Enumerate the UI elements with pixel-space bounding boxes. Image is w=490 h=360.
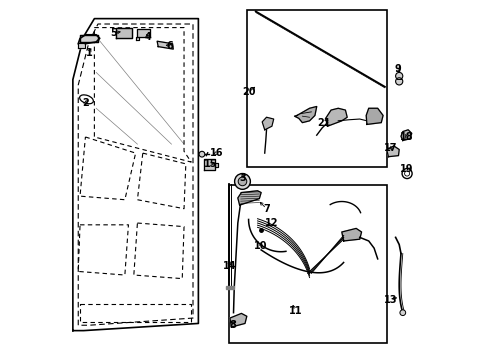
Circle shape <box>400 310 406 316</box>
Polygon shape <box>215 163 218 167</box>
Text: 14: 14 <box>223 261 236 271</box>
Circle shape <box>395 72 403 80</box>
Text: 4: 4 <box>145 32 151 41</box>
Text: 9: 9 <box>394 64 401 74</box>
Circle shape <box>199 151 205 157</box>
Circle shape <box>238 177 247 186</box>
Polygon shape <box>238 191 261 205</box>
Circle shape <box>235 174 250 189</box>
Text: 17: 17 <box>384 143 397 153</box>
Polygon shape <box>157 41 173 49</box>
Text: 11: 11 <box>289 306 302 316</box>
Polygon shape <box>204 159 215 170</box>
Polygon shape <box>136 37 139 40</box>
Polygon shape <box>226 286 234 289</box>
Polygon shape <box>80 35 98 42</box>
Text: 2: 2 <box>82 98 89 108</box>
Polygon shape <box>326 108 347 126</box>
Polygon shape <box>294 107 317 123</box>
Text: 3: 3 <box>240 173 246 183</box>
Text: 8: 8 <box>229 320 236 330</box>
Text: 20: 20 <box>242 87 255 97</box>
Polygon shape <box>387 146 399 157</box>
Polygon shape <box>366 108 383 125</box>
Polygon shape <box>342 228 362 241</box>
Polygon shape <box>78 43 85 48</box>
Text: 5: 5 <box>111 28 118 38</box>
Text: 10: 10 <box>254 241 268 251</box>
Text: 15: 15 <box>204 159 218 169</box>
Text: 7: 7 <box>263 204 270 214</box>
Text: 6: 6 <box>166 41 173 50</box>
Polygon shape <box>230 314 247 327</box>
Bar <box>229 185 387 343</box>
Text: 21: 21 <box>317 118 331 128</box>
Text: 16: 16 <box>210 148 223 158</box>
Polygon shape <box>401 130 412 140</box>
Bar <box>247 10 387 167</box>
Text: 13: 13 <box>384 295 397 305</box>
Text: 19: 19 <box>400 164 413 174</box>
Text: 1: 1 <box>86 48 93 58</box>
Polygon shape <box>116 28 132 39</box>
Polygon shape <box>137 30 150 37</box>
Circle shape <box>395 78 403 85</box>
Text: 18: 18 <box>399 132 413 142</box>
Polygon shape <box>262 117 274 130</box>
Text: 12: 12 <box>265 218 279 228</box>
